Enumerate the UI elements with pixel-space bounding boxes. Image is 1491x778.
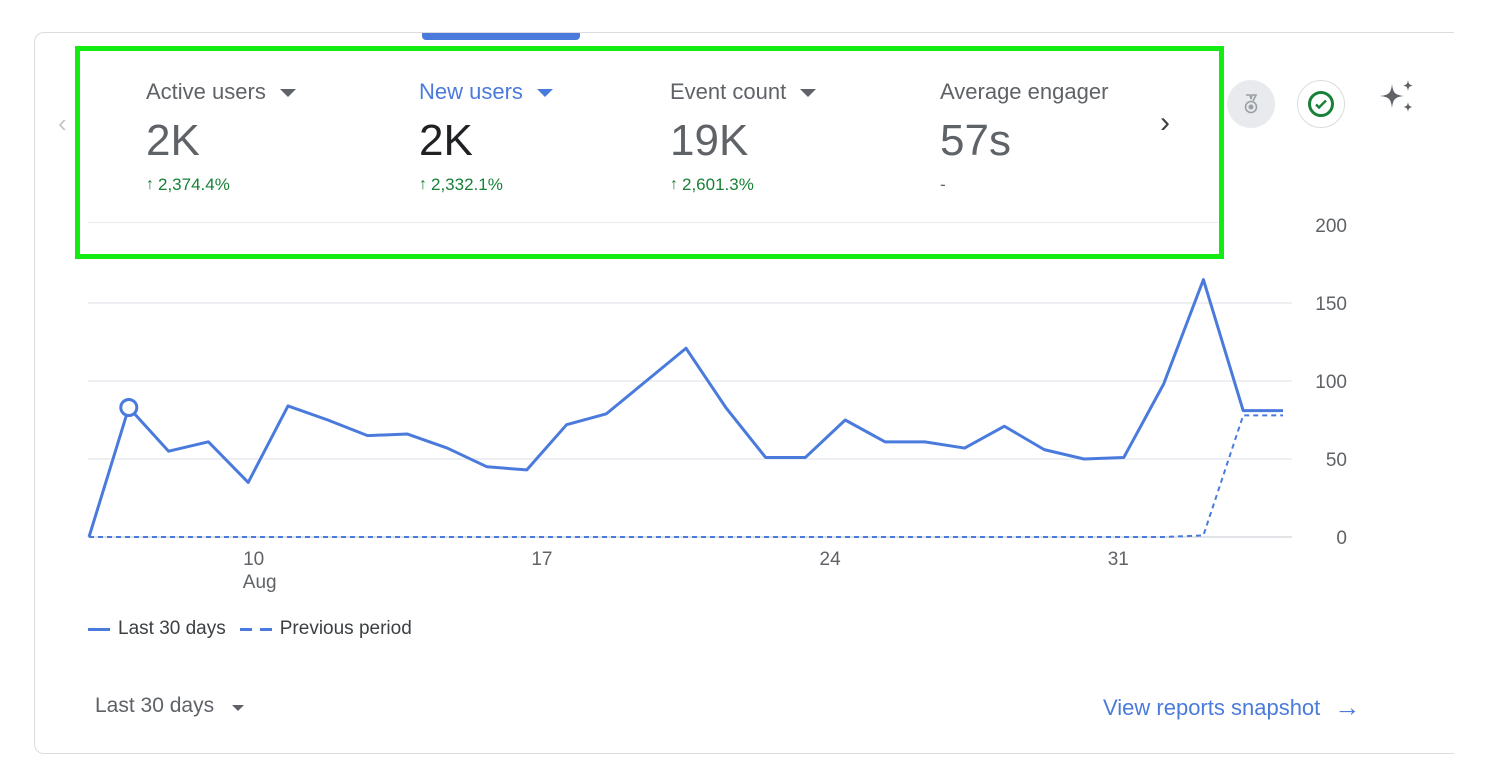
date-range-dropdown[interactable]: Last 30 days — [95, 694, 244, 718]
y-tick-label: 200 — [1315, 216, 1347, 237]
legend-swatch-solid — [88, 628, 110, 631]
chart-series — [89, 280, 1283, 537]
arrow-right-icon: → — [1334, 692, 1360, 723]
y-tick-label: 150 — [1315, 294, 1347, 315]
highlighted-data-point — [121, 400, 137, 416]
series-line-last-30-days — [89, 280, 1283, 537]
legend-item-previous[interactable]: Previous period — [240, 618, 412, 640]
date-range-label: Last 30 days — [95, 694, 214, 718]
x-tick-label: 10 — [243, 549, 264, 570]
y-tick-label: 0 — [1336, 528, 1347, 549]
series-line-previous-period — [89, 415, 1283, 537]
y-tick-label: 100 — [1315, 372, 1347, 393]
legend-label: Previous period — [280, 618, 412, 640]
y-tick-label: 50 — [1326, 450, 1347, 471]
x-tick-sublabel: Aug — [243, 572, 277, 593]
view-reports-snapshot-link[interactable]: View reports snapshot → — [1103, 692, 1360, 723]
y-axis-labels: 0 50 100 150 200 — [1315, 216, 1347, 549]
legend-item-current[interactable]: Last 30 days — [88, 618, 226, 640]
caret-down-icon — [232, 705, 244, 711]
snapshot-link-label: View reports snapshot — [1103, 695, 1320, 721]
x-tick-label: 31 — [1108, 549, 1129, 570]
legend-swatch-dashed — [240, 628, 272, 631]
chart-legend: Last 30 days Previous period — [88, 618, 412, 640]
chart-grid — [88, 303, 1292, 537]
x-tick-label: 24 — [820, 549, 842, 570]
legend-label: Last 30 days — [118, 618, 226, 640]
x-tick-label: 17 — [531, 549, 552, 570]
